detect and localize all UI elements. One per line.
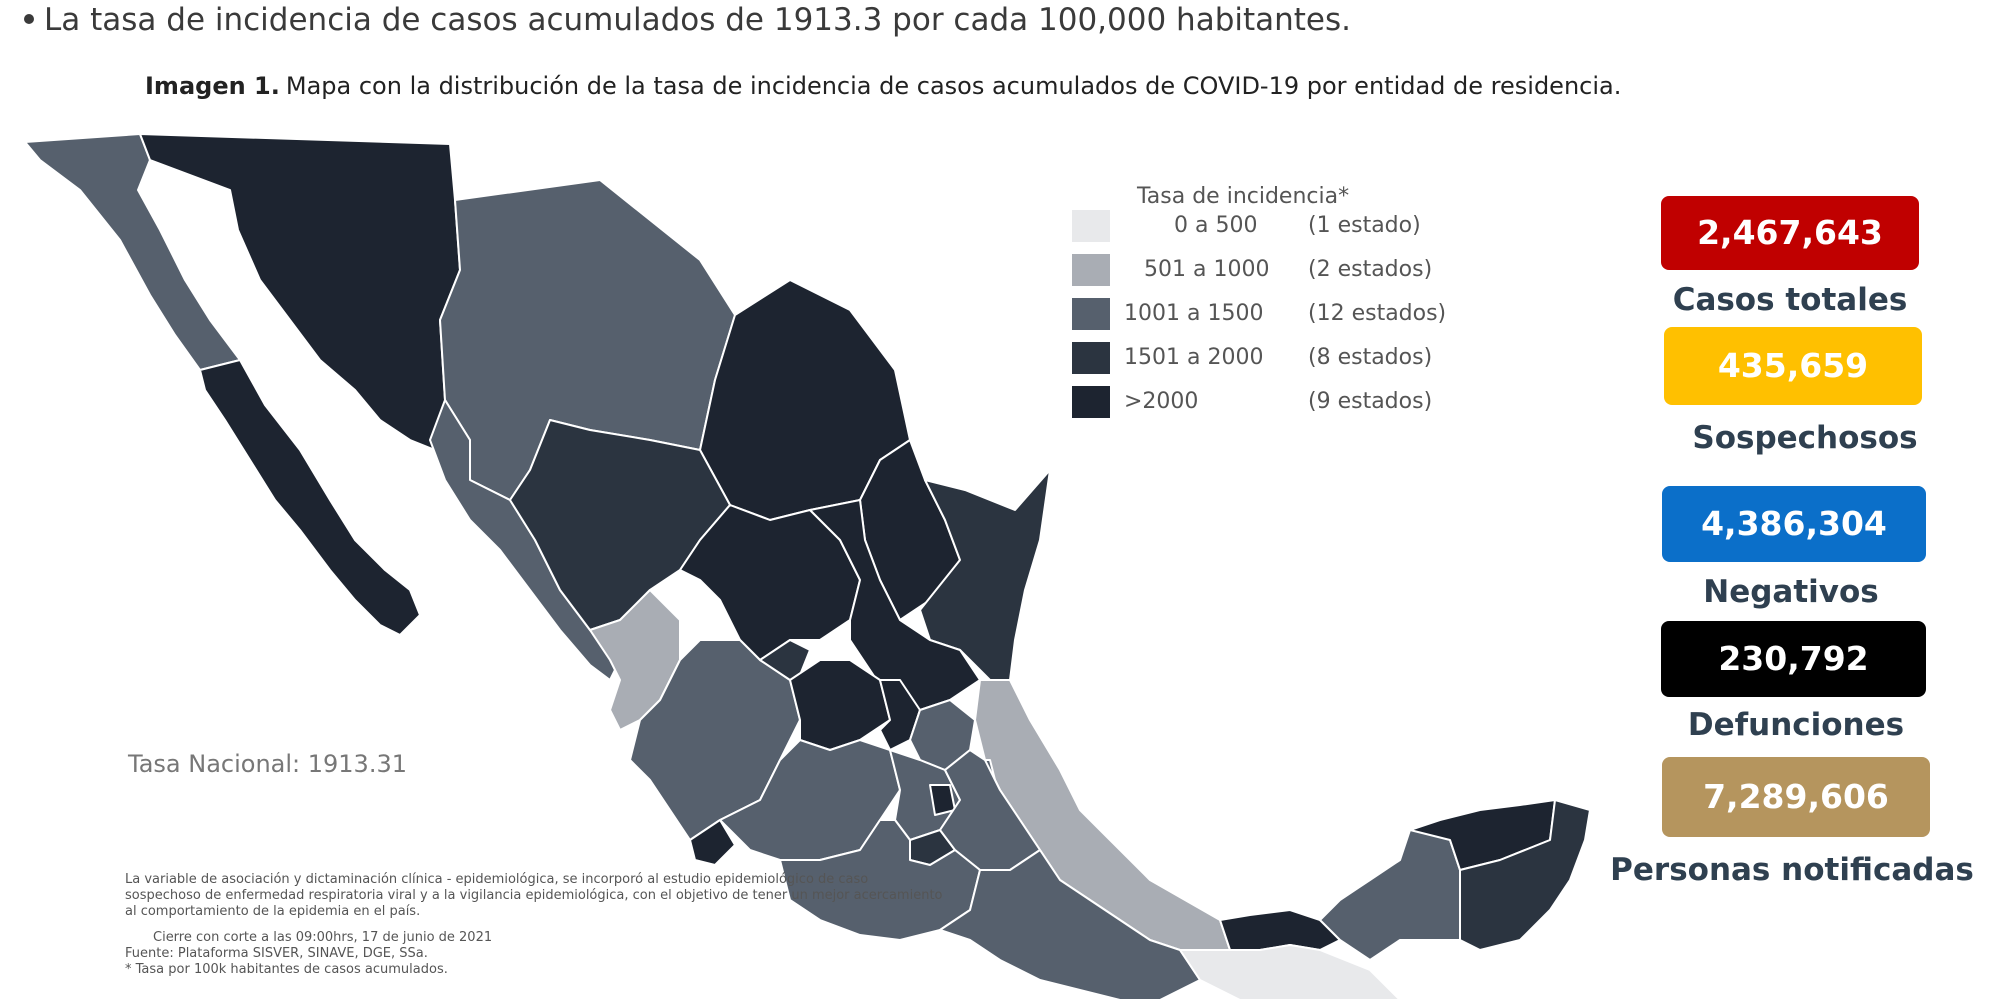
state-queretaro (879, 679, 921, 751)
stat-casos-totales-badge: 2,467,643 (1661, 196, 1919, 270)
state-colima (689, 819, 736, 866)
stat-casos-totales-label: Casos totales (1672, 282, 1908, 318)
national-rate-label: Tasa Nacional: 1913.31 (128, 750, 407, 778)
legend-swatch (1072, 386, 1110, 418)
state-tabasco (1219, 909, 1341, 951)
footnote-tasa-note: * Tasa por 100k habitantes de casos acum… (125, 962, 448, 977)
footnote-paragraph: La variable de asociación y dictaminació… (125, 872, 943, 919)
state-chiapas (1179, 944, 1401, 1000)
stat-defunciones-badge: 230,792 (1661, 621, 1926, 697)
legend-count: (1 estado) (1308, 213, 1421, 238)
legend-swatch (1072, 254, 1110, 286)
figure-caption: Imagen 1. Mapa con la distribución de la … (145, 72, 1621, 100)
legend-count: (12 estados) (1308, 301, 1447, 326)
stat-sospechosos-label: Sospechosos (1692, 420, 1918, 456)
state-aguascalientes (759, 639, 811, 681)
state-cdmx (929, 784, 956, 816)
legend-range: 1001 a 1500 (1124, 301, 1264, 326)
footnote-cierre: Cierre con corte a las 09:00hrs, 17 de j… (153, 930, 493, 945)
state-oaxaca (939, 849, 1201, 1000)
stat-negativos-badge: 4,386,304 (1662, 486, 1926, 562)
stat-sospechosos-badge: 435,659 (1664, 327, 1922, 405)
legend-range: 1501 a 2000 (1124, 345, 1264, 370)
legend-swatch (1072, 210, 1110, 242)
state-campeche (1319, 819, 1461, 961)
state-baja-california-sur (199, 359, 421, 636)
caption-text: Mapa con la distribución de la tasa de i… (285, 72, 1622, 100)
stat-negativos-label: Negativos (1703, 574, 1879, 610)
legend-range: >2000 (1124, 389, 1199, 414)
legend-range: 0 a 500 (1174, 213, 1258, 238)
mexico-choropleth-map (24, 133, 1591, 1000)
legend-swatch (1072, 298, 1110, 330)
legend-count: (2 estados) (1308, 257, 1433, 282)
legend-swatch (1072, 342, 1110, 374)
bullet-text: La tasa de incidencia de casos acumulado… (24, 2, 1351, 38)
state-jalisco (629, 639, 801, 841)
stat-defunciones-label: Defunciones (1687, 707, 1905, 743)
state-guerrero (779, 819, 981, 941)
footnote-fuente: Fuente: Plataforma SISVER, SINAVE, DGE, … (125, 946, 428, 961)
state-quintana-roo (1459, 799, 1591, 951)
state-guanajuato (789, 659, 891, 751)
legend-count: (9 estados) (1308, 389, 1433, 414)
footnote: La variable de asociación y dictaminació… (125, 872, 945, 978)
caption-label: Imagen 1. (145, 72, 280, 100)
legend-range: 501 a 1000 (1144, 257, 1270, 282)
stat-personas-notificadas-label: Personas notificadas (1610, 852, 1974, 888)
legend-count: (8 estados) (1308, 345, 1433, 370)
legend-title: Tasa de incidencia* (1137, 184, 1350, 209)
stat-personas-notificadas-badge: 7,289,606 (1662, 757, 1930, 837)
state-sinaloa (429, 399, 621, 681)
bullet-icon (24, 13, 34, 24)
